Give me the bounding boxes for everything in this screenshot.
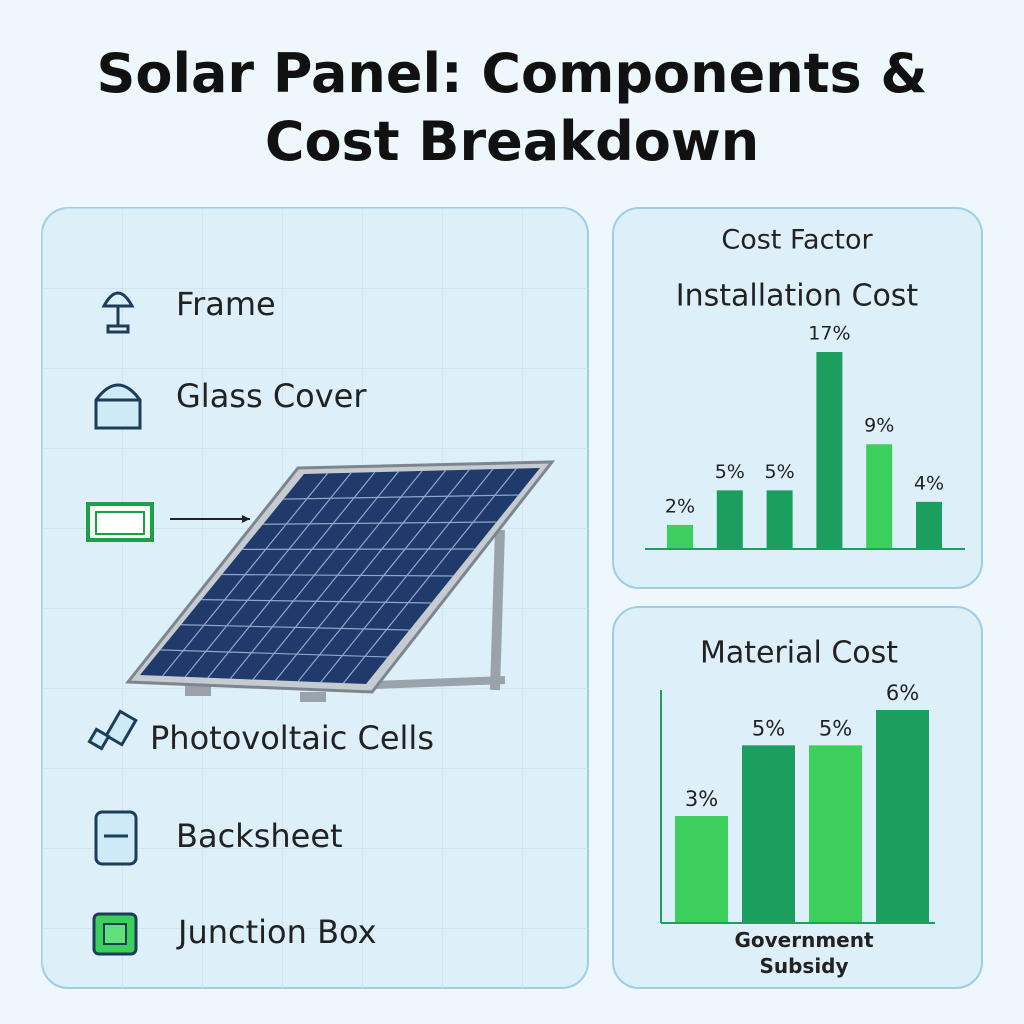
value-label: 5%	[715, 461, 745, 483]
value-label: 4%	[914, 472, 944, 494]
bar	[766, 490, 793, 548]
panel-leg	[374, 676, 506, 689]
panel-foot	[185, 686, 211, 696]
bar	[876, 710, 929, 922]
value-label: 5%	[819, 716, 852, 740]
value-label: 3%	[685, 787, 718, 811]
chart-subtitle: Installation Cost	[676, 279, 919, 314]
cell-line	[201, 599, 432, 604]
component-label: Junction Box	[176, 913, 377, 951]
value-label: 17%	[808, 323, 850, 345]
frame-icon	[101, 291, 135, 334]
bar	[866, 444, 893, 548]
bar	[816, 352, 843, 548]
component-label: Glass Cover	[176, 377, 367, 415]
component-label: Frame	[176, 285, 276, 323]
cell-line	[221, 573, 454, 577]
bar	[667, 524, 693, 548]
cell-line	[160, 649, 388, 658]
cell-line	[262, 521, 497, 525]
value-label: 5%	[752, 716, 785, 740]
value-label: 5%	[765, 461, 795, 483]
panel-foot	[300, 692, 326, 702]
cells-icon	[87, 709, 138, 751]
glass-icon	[94, 383, 142, 430]
panel-leg	[490, 529, 505, 691]
component-label: Backsheet	[176, 817, 343, 855]
bar	[742, 745, 795, 922]
value-label: 6%	[886, 681, 919, 705]
value-label: 9%	[864, 415, 894, 437]
bar	[809, 745, 862, 922]
cell-line	[283, 494, 519, 500]
component-label: Photovoltaic Cells	[150, 719, 434, 757]
cell-line	[180, 624, 410, 631]
box-icon	[86, 502, 250, 542]
bar	[716, 490, 743, 548]
chart-title: Cost Factor	[721, 225, 873, 256]
bar	[675, 816, 728, 922]
junction-icon	[92, 912, 138, 956]
x-axis-label: Government Subsidy	[734, 928, 874, 978]
value-label: 2%	[665, 495, 695, 517]
bar	[916, 501, 942, 548]
backsheet-icon	[94, 810, 138, 866]
chart-title: Material Cost	[700, 636, 898, 671]
page-title: Solar Panel: Components & Cost Breakdown	[96, 42, 928, 173]
